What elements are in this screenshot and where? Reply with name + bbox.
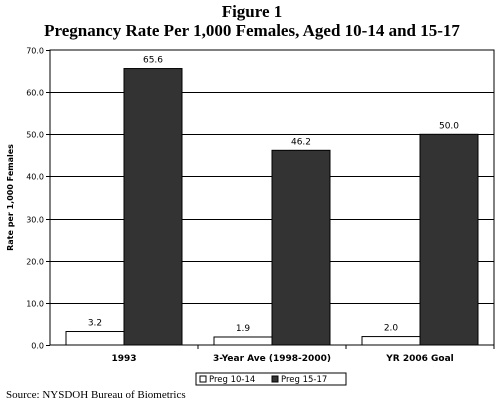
y-tick-label: 60.0 (26, 89, 44, 98)
bar-preg-15-17 (419, 133, 479, 346)
legend-swatch (271, 375, 279, 383)
bar-preg-10-14 (213, 336, 273, 346)
y-tick-label: 30.0 (26, 216, 44, 225)
legend-label: Preg 15-17 (281, 375, 327, 385)
data-label: 50.0 (439, 121, 459, 131)
bar-preg-15-17 (271, 149, 331, 346)
data-label: 3.2 (88, 319, 102, 329)
y-tick-label: 50.0 (26, 131, 44, 140)
x-tick-label: YR 2006 Goal (385, 354, 454, 364)
legend-box (195, 372, 347, 386)
source-note: Source: NYSDOH Bureau of Biometrics (6, 389, 186, 401)
data-label: 65.6 (143, 56, 163, 66)
x-tick-label: 3-Year Ave (1998-2000) (213, 354, 331, 364)
legend-swatch (199, 375, 207, 383)
x-tick-label: 1993 (111, 354, 136, 364)
y-tick-label: 40.0 (26, 173, 44, 182)
bar-preg-15-17 (123, 68, 183, 346)
data-label: 2.0 (384, 324, 399, 334)
y-tick-label: 70.0 (26, 47, 44, 56)
bar-preg-10-14 (65, 331, 125, 346)
y-tick-label: 0.0 (31, 342, 44, 351)
data-label: 46.2 (291, 137, 311, 147)
y-tick-label: 20.0 (26, 258, 44, 267)
y-tick-label: 10.0 (26, 300, 44, 309)
legend-label: Preg 10-14 (209, 375, 255, 385)
chart-subtitle: Pregnancy Rate Per 1,000 Females, Aged 1… (44, 21, 460, 40)
data-label: 1.9 (236, 324, 251, 334)
bar-preg-10-14 (361, 336, 421, 346)
chart-title: Figure 1 (221, 2, 283, 21)
y-axis-label: Rate per 1,000 Females (6, 144, 15, 251)
